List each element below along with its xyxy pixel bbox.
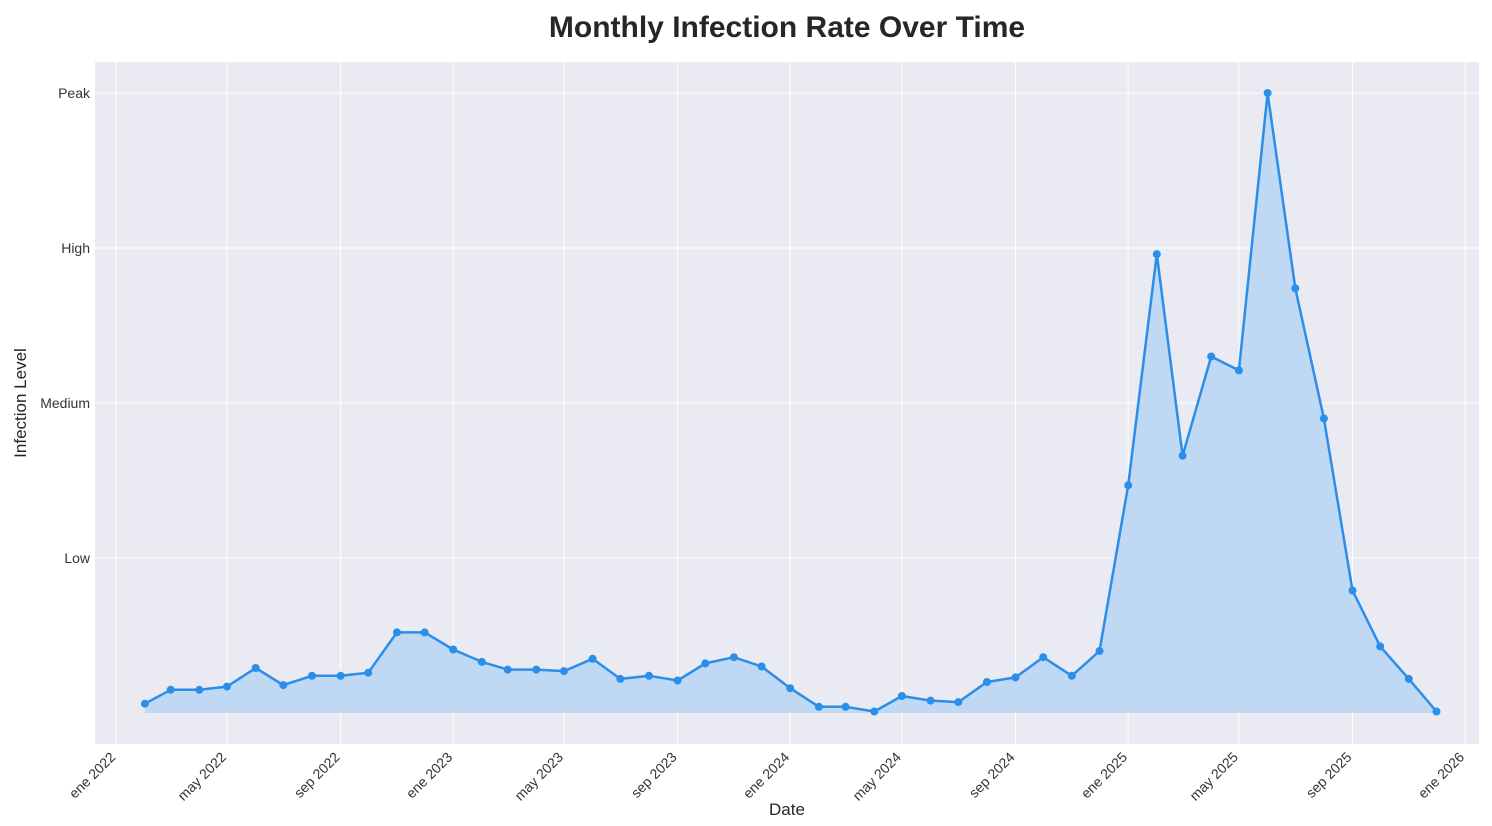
data-point <box>1179 452 1187 460</box>
data-point <box>701 659 709 667</box>
data-point <box>1349 587 1357 595</box>
data-point <box>730 653 738 661</box>
data-point <box>337 672 345 680</box>
x-tick-label: sep 2023 <box>628 749 680 801</box>
data-point <box>927 697 935 705</box>
x-tick-label: ene 2026 <box>1415 749 1468 802</box>
chart-title: Monthly Infection Rate Over Time <box>549 11 1025 44</box>
x-tick-label: ene 2022 <box>66 749 119 802</box>
y-tick-label: Low <box>64 550 91 566</box>
data-point <box>308 672 316 680</box>
data-point <box>1291 284 1299 292</box>
y-tick-labels: Low Medium High Peak <box>40 85 91 566</box>
data-point <box>1405 675 1413 683</box>
data-point <box>1012 673 1020 681</box>
y-tick-label: Peak <box>58 85 91 101</box>
data-point <box>1153 250 1161 258</box>
data-point <box>589 655 597 663</box>
data-point <box>786 684 794 692</box>
data-point <box>279 681 287 689</box>
data-point <box>1264 89 1272 97</box>
data-point <box>223 683 231 691</box>
x-tick-label: ene 2024 <box>740 749 793 802</box>
y-tick-label: Medium <box>40 395 90 411</box>
x-tick-label: sep 2022 <box>291 749 343 801</box>
x-tick-label: may 2025 <box>1186 749 1241 804</box>
data-point <box>870 708 878 716</box>
x-tick-labels: ene 2022 may 2022 sep 2022 ene 2023 may 2023… <box>66 749 1468 804</box>
data-point <box>421 628 429 636</box>
data-point <box>1320 415 1328 423</box>
data-point <box>195 686 203 694</box>
x-tick-label: may 2023 <box>511 749 566 804</box>
data-point <box>1433 708 1441 716</box>
data-point <box>1207 353 1215 361</box>
data-point <box>645 672 653 680</box>
data-point <box>1039 653 1047 661</box>
data-point <box>815 703 823 711</box>
data-point <box>449 646 457 654</box>
x-tick-label: may 2024 <box>849 749 904 804</box>
data-point <box>252 664 260 672</box>
data-point <box>141 700 149 708</box>
data-point <box>954 698 962 706</box>
data-point <box>1235 366 1243 374</box>
data-point <box>167 686 175 694</box>
data-point <box>532 666 540 674</box>
x-tick-label: ene 2023 <box>403 749 456 802</box>
y-axis-label: Infection Level <box>11 348 30 458</box>
x-tick-label: ene 2025 <box>1078 749 1131 802</box>
y-tick-label: High <box>61 240 90 256</box>
x-tick-label: sep 2024 <box>966 749 1018 801</box>
data-point <box>478 658 486 666</box>
data-point <box>364 669 372 677</box>
data-point <box>393 628 401 636</box>
data-point <box>758 663 766 671</box>
data-point <box>560 667 568 675</box>
x-tick-label: sep 2025 <box>1303 749 1355 801</box>
data-point <box>898 692 906 700</box>
data-point <box>1096 647 1104 655</box>
x-axis-label: Date <box>769 800 805 819</box>
data-point <box>1376 642 1384 650</box>
data-point <box>504 666 512 674</box>
data-point <box>616 675 624 683</box>
data-point <box>842 703 850 711</box>
data-point <box>1068 672 1076 680</box>
data-point <box>983 678 991 686</box>
x-tick-label: may 2022 <box>174 749 229 804</box>
data-point <box>674 677 682 685</box>
data-point <box>1124 481 1132 489</box>
